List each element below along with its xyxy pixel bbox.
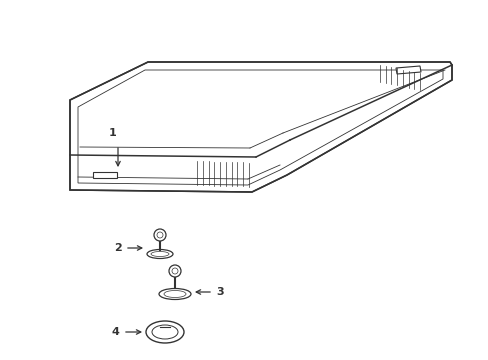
Polygon shape [395,66,420,74]
Polygon shape [70,62,451,192]
Ellipse shape [147,249,173,258]
Text: 3: 3 [216,287,224,297]
Polygon shape [93,172,117,178]
Ellipse shape [159,288,191,300]
Text: 4: 4 [111,327,119,337]
Circle shape [154,229,165,241]
Text: 2: 2 [114,243,122,253]
Ellipse shape [146,321,183,343]
Text: 1: 1 [109,128,117,138]
Circle shape [169,265,181,277]
